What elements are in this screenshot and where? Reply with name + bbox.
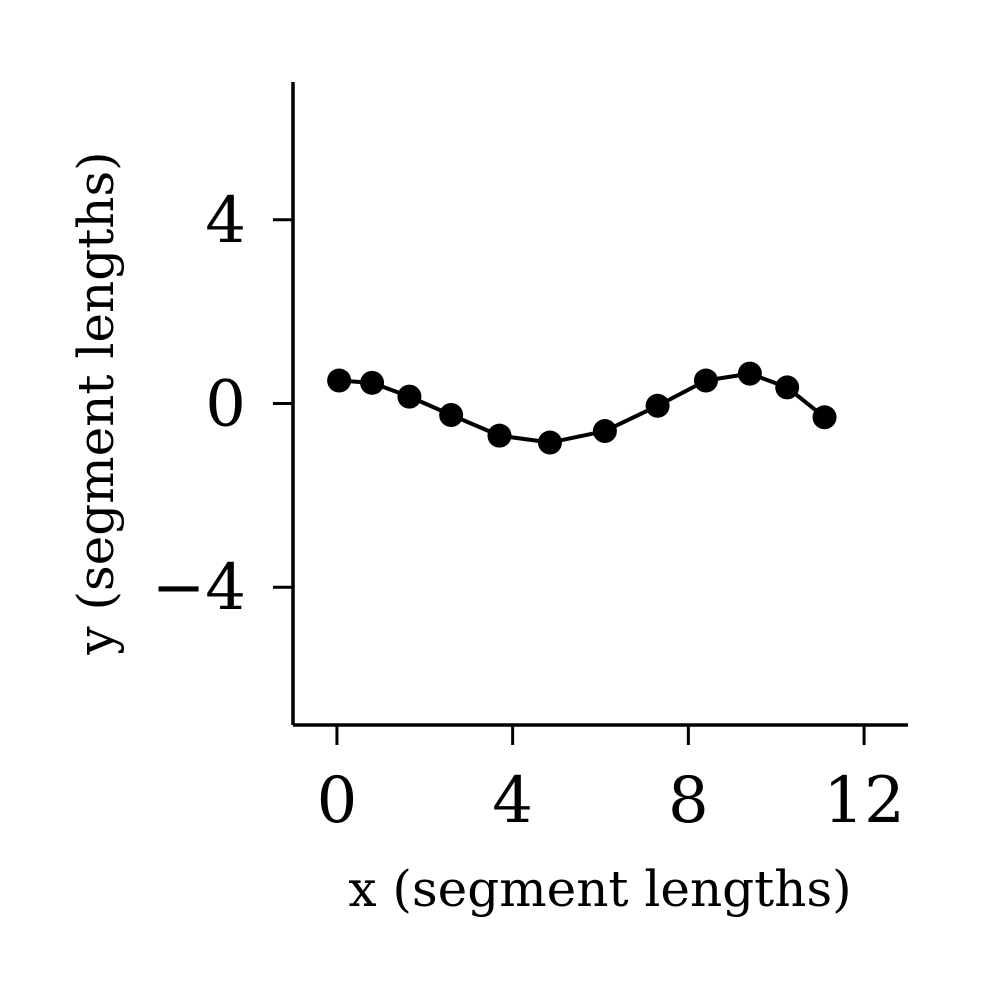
data-point (439, 402, 464, 427)
y-axis-title: y (segment lengths) (67, 151, 125, 655)
x-tick-label: 0 (317, 764, 358, 838)
data-point (327, 368, 352, 393)
series-layer (327, 361, 837, 455)
data-point (487, 423, 512, 448)
data-point (360, 370, 385, 395)
y-tick-label: 4 (205, 184, 246, 258)
data-point (645, 393, 670, 418)
data-point (737, 361, 762, 386)
axes (291, 82, 908, 727)
data-point (775, 375, 800, 400)
data-point (397, 384, 422, 409)
x-axis-title: x (segment lengths) (348, 860, 851, 918)
x-tick-label: 8 (668, 764, 709, 838)
data-point (537, 430, 562, 455)
y-ticks: −4 0 4 (152, 184, 293, 625)
y-tick-label: 0 (205, 368, 246, 442)
x-tick-label: 4 (492, 764, 533, 838)
data-point (693, 368, 718, 393)
x-tick-label: 12 (823, 764, 904, 838)
y-tick-label: −4 (152, 551, 246, 625)
data-point (812, 405, 837, 430)
data-point (592, 419, 617, 444)
x-ticks: 0 4 8 12 (317, 725, 905, 838)
